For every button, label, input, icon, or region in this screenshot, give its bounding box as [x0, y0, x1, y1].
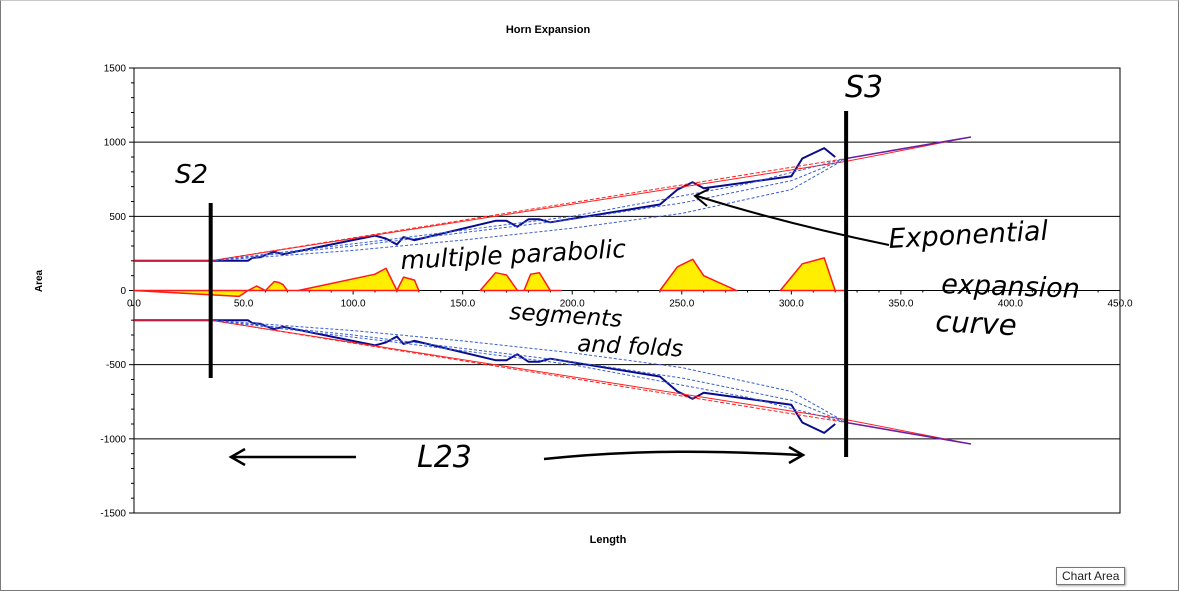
- x-ticks: 0.0 50.0 100.0 150.0 200.0 250.0 300.0 350.0 400…: [127, 290, 1133, 310]
- y-tick-label: 0: [120, 286, 126, 297]
- dashed-line-lower-5: [210, 319, 847, 423]
- annotation-text: S2: [175, 160, 208, 190]
- y-tick-label: 1500: [104, 64, 127, 75]
- pointer-arrow-shaft: [696, 195, 890, 246]
- annotation-text: L23: [417, 440, 472, 475]
- annotation-text: curve: [935, 304, 1018, 342]
- x-tick-label: 300.0: [779, 299, 804, 310]
- dashed-line-lower-4: [210, 319, 847, 423]
- annotation-text: multiple parabolic: [400, 234, 627, 275]
- x-tick-label: 0.0: [127, 299, 141, 310]
- expansion-inner-line-lower-2: [210, 319, 847, 423]
- fold-area-4: [659, 258, 738, 292]
- y-axis-label: Area: [34, 269, 45, 292]
- dashed-line-upper-3: [210, 158, 847, 262]
- annotation-text: and folds: [577, 331, 684, 362]
- line-series: [134, 136, 972, 445]
- mouth-tail-line-lower-6: [845, 421, 972, 445]
- fold-area-3: [479, 271, 563, 292]
- dashed-line-lower-3: [210, 319, 847, 423]
- l23-left-arrow-head: [228, 447, 246, 467]
- segments-line-upper-0: [134, 147, 836, 262]
- x-tick-label: 150.0: [450, 299, 475, 310]
- chart-title: Horn Expansion: [506, 24, 591, 36]
- x-tick-label: 100.0: [341, 299, 366, 310]
- annotation-text: segments: [509, 299, 623, 333]
- x-tick-label: 250.0: [669, 299, 694, 310]
- folds-series: [133, 257, 847, 298]
- pointer-arrow-head: [693, 188, 710, 207]
- y-tick-label: 1000: [104, 138, 127, 149]
- x-axis-label: Length: [590, 534, 627, 546]
- expansion-line-upper-1: [134, 136, 972, 262]
- fold-area-5: [779, 257, 847, 292]
- y-tick-label: -1500: [100, 509, 126, 520]
- l23-right-arrow-head: [788, 445, 806, 465]
- x-tick-label: 350.0: [888, 299, 913, 310]
- chart-area-tooltip: Chart Area: [1056, 567, 1126, 585]
- x-tick-label: 50.0: [234, 299, 254, 310]
- y-tick-label: -500: [106, 360, 126, 371]
- y-tick-label: -1000: [100, 434, 126, 445]
- dashed-line-upper-5: [210, 158, 847, 262]
- x-tick-label: 450.0: [1107, 299, 1132, 310]
- y-ticks: 1500 1000 500 0 -500 -1000 -1500: [100, 64, 134, 520]
- expansion-line-lower-1: [134, 319, 972, 445]
- annotation-text: Exponential: [888, 216, 1050, 255]
- dashed-line-upper-4: [210, 158, 847, 262]
- expansion-inner-line-upper-2: [210, 158, 847, 262]
- l23-right-arrow-shaft: [543, 450, 802, 461]
- annotation-text: S3: [845, 70, 883, 105]
- fold-area-1: [133, 280, 300, 298]
- x-tick-label: 400.0: [998, 299, 1023, 310]
- annotation-text: expansion: [941, 269, 1081, 305]
- y-tick-label: 500: [109, 212, 126, 223]
- x-tick-label: 200.0: [560, 299, 585, 310]
- segments-line-lower-0: [134, 319, 836, 434]
- mouth-tail-line-upper-6: [845, 136, 972, 160]
- fold-area-2: [297, 267, 420, 292]
